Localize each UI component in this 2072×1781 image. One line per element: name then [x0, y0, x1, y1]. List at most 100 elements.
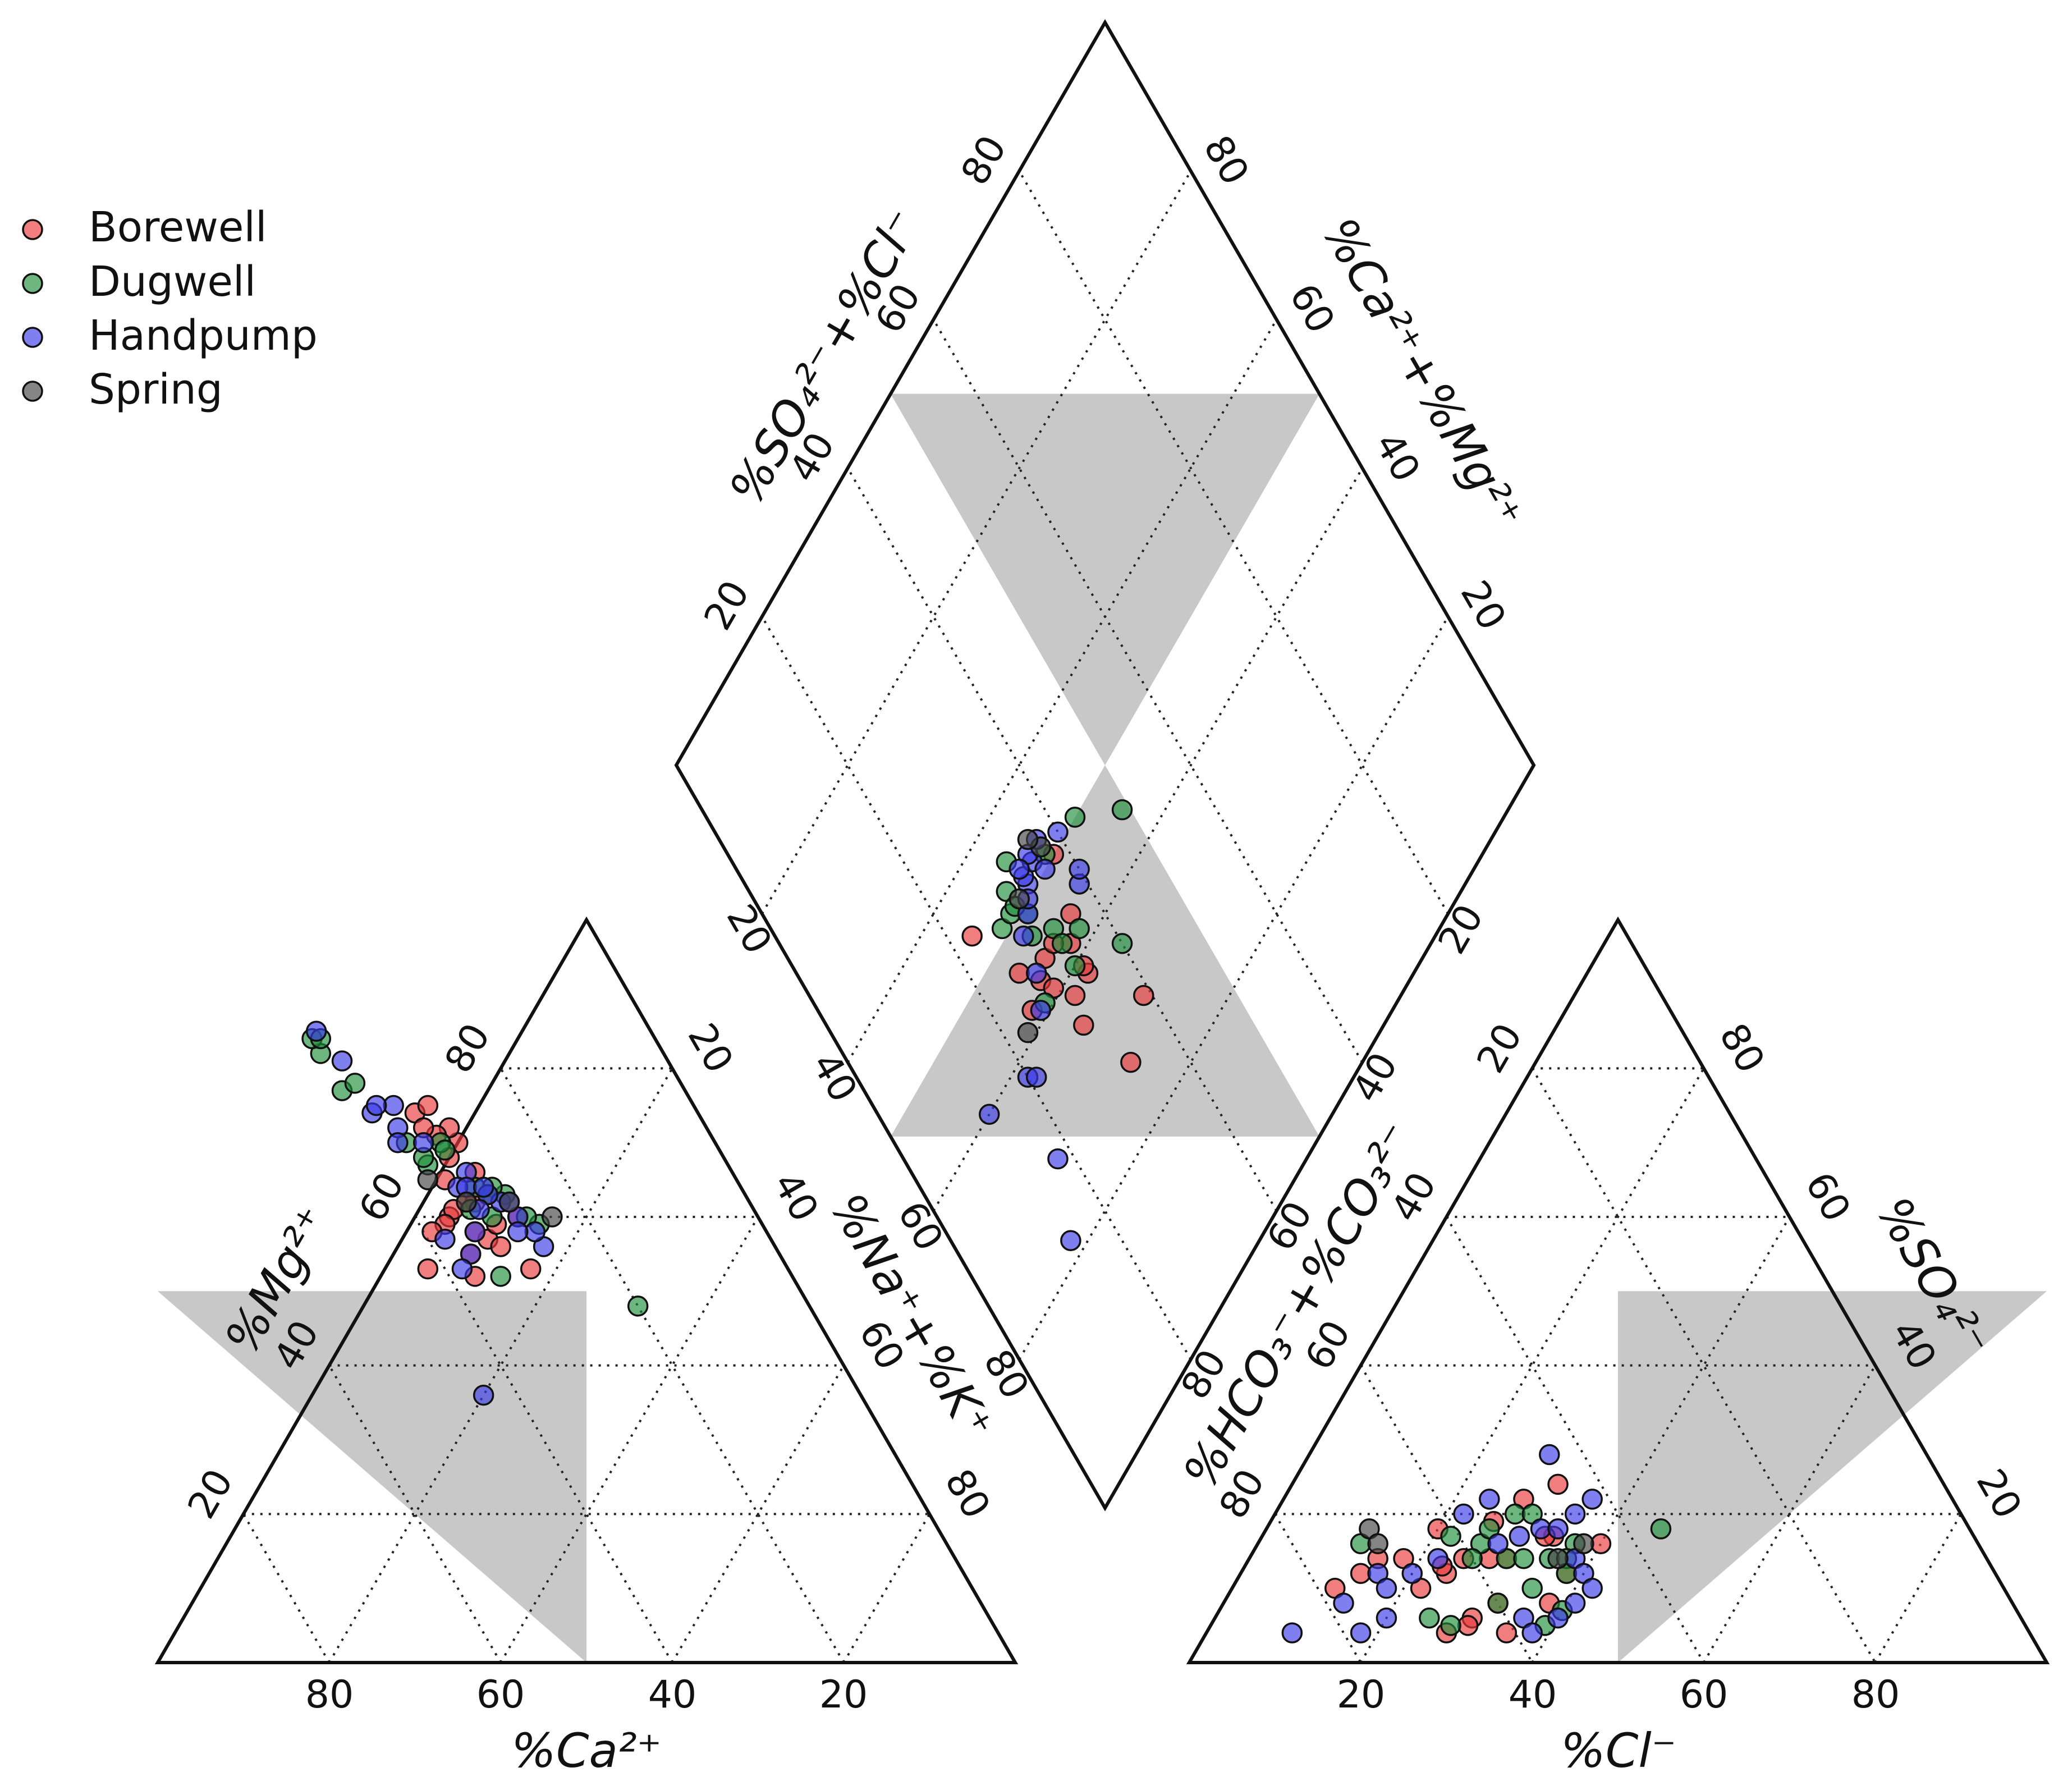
anion-point-handpump — [1581, 1577, 1603, 1599]
anion-point-handpump — [1547, 1518, 1569, 1540]
legend-entry-handpump: Handpump — [22, 312, 318, 360]
anion-point-handpump — [1453, 1503, 1474, 1525]
anion-grid-line — [1874, 1513, 1962, 1663]
anion-bottom-tick-60: 60 — [1680, 1673, 1729, 1717]
cation-bottom-tick-80: 80 — [305, 1673, 354, 1717]
legend-marker-borewell — [22, 219, 43, 240]
diamond-point-borewell — [961, 925, 983, 947]
cation-left-tick-80: 80 — [437, 1017, 499, 1080]
diamond-point-borewell — [1120, 1051, 1142, 1073]
cation-point-handpump — [507, 1221, 529, 1243]
anion-point-handpump — [1487, 1533, 1509, 1555]
anion-grid-line — [1274, 1513, 1362, 1663]
diamond-point-handpump — [1034, 858, 1056, 880]
diamond-point-dugwell — [1064, 955, 1086, 977]
legend-entry-borewell: Borewell — [22, 203, 267, 251]
anion-point-dugwell — [1521, 1577, 1543, 1599]
cation-right-tick-40: 40 — [764, 1165, 827, 1229]
cation-point-handpump — [387, 1132, 409, 1153]
anion-bottom-tick-20: 20 — [1337, 1673, 1386, 1717]
cation-point-handpump — [451, 1258, 473, 1280]
diamond-upper-right-axis-label: %Ca²⁺+%Mg²⁺ — [1312, 209, 1534, 539]
diamond-upper-right-tick-20: 20 — [1452, 574, 1515, 638]
diamond-point-handpump — [1026, 1066, 1047, 1088]
anion-point-handpump — [1539, 1444, 1560, 1466]
cation-right-tick-80: 80 — [936, 1462, 999, 1526]
anion-point-handpump — [1401, 1563, 1423, 1584]
legend-marker-dugwell — [22, 273, 43, 294]
cation-point-handpump — [305, 1020, 327, 1042]
cation-point-borewell — [417, 1095, 439, 1116]
diamond-point-handpump — [1069, 858, 1090, 880]
anion-triangle-frame — [1186, 916, 2050, 1664]
diamond-center-link — [891, 393, 1319, 766]
anion-point-dugwell — [1487, 1592, 1509, 1614]
anion-shaded-region — [1618, 1291, 2047, 1663]
anion-point-handpump — [1509, 1526, 1530, 1547]
anion-point-borewell — [1496, 1622, 1518, 1643]
cation-point-handpump — [365, 1095, 387, 1116]
anion-right-tick-60: 60 — [1796, 1165, 1859, 1229]
cation-grid-line — [414, 1216, 673, 1663]
cation-left-tick-60: 60 — [351, 1165, 414, 1229]
anion-point-handpump — [1581, 1489, 1603, 1510]
diamond-point-handpump — [1013, 925, 1034, 947]
cation-point-handpump — [473, 1176, 494, 1198]
diamond-point-dugwell — [1069, 918, 1090, 940]
cation-bottom-tick-20: 20 — [819, 1673, 868, 1717]
cation-point-handpump — [473, 1384, 494, 1406]
cation-bottom-tick-60: 60 — [476, 1673, 525, 1717]
anion-point-dugwell — [1440, 1526, 1461, 1547]
diamond-point-handpump — [1060, 1230, 1081, 1251]
diamond-point-handpump — [1026, 963, 1047, 984]
cation-point-spring — [542, 1206, 563, 1228]
legend-entry-spring: Spring — [22, 365, 223, 414]
diamond-point-handpump — [1009, 858, 1030, 880]
diamond-point-borewell — [1073, 1014, 1094, 1036]
diamond-point-borewell — [1133, 985, 1154, 1006]
cation-bottom-tick-40: 40 — [648, 1673, 697, 1717]
diamond-upper-right-tick-60: 60 — [1281, 277, 1344, 341]
anion-point-handpump — [1521, 1622, 1543, 1643]
diamond-point-dugwell — [1051, 933, 1073, 954]
diamond-upper-right-tick-80: 80 — [1195, 129, 1258, 193]
diagram-frames — [154, 19, 2050, 1664]
cation-point-borewell — [417, 1258, 439, 1280]
diamond-point-spring — [1017, 1022, 1039, 1043]
data-points — [301, 799, 1672, 1643]
cation-point-borewell — [520, 1258, 542, 1280]
legend-entry-dugwell: Dugwell — [22, 258, 256, 306]
cation-grid-line — [499, 1216, 759, 1663]
cation-bottom-axis-label: %Ca²⁺ — [511, 1723, 662, 1778]
anion-point-handpump — [1333, 1592, 1354, 1614]
diamond-point-borewell — [1064, 985, 1086, 1006]
diamond-frame — [674, 19, 1536, 1512]
cation-left-tick-20: 20 — [180, 1462, 242, 1526]
anion-point-handpump — [1350, 1622, 1372, 1643]
cation-point-dugwell — [344, 1073, 366, 1094]
cation-grid-line — [842, 1513, 930, 1663]
diamond-upper-left-tick-20: 20 — [696, 574, 759, 638]
anion-point-borewell — [1547, 1473, 1569, 1495]
anion-left-tick-20: 20 — [1469, 1017, 1532, 1080]
diamond-point-handpump — [1047, 1148, 1069, 1170]
cation-point-dugwell — [627, 1295, 649, 1317]
diamond-upper-left-tick-80: 80 — [953, 129, 1016, 193]
legend-marker-spring — [22, 381, 43, 402]
diamond-lower-left-tick-40: 40 — [803, 1046, 866, 1110]
cation-point-spring — [456, 1191, 477, 1213]
anion-bottom-axis-label: %Cl⁻ — [1561, 1723, 1676, 1778]
cation-point-spring — [498, 1191, 520, 1213]
anion-point-handpump — [1479, 1489, 1500, 1510]
diamond-lower-left-tick-20: 20 — [718, 898, 781, 962]
diamond-point-handpump — [1030, 1000, 1052, 1021]
diamond-upper-right-tick-40: 40 — [1366, 425, 1429, 489]
anion-right-tick-80: 80 — [1711, 1017, 1773, 1080]
anion-grid-line — [1445, 1216, 1705, 1664]
cation-grid-line — [242, 1513, 331, 1663]
cation-point-dugwell — [490, 1266, 511, 1287]
diamond-point-dugwell — [1111, 933, 1133, 954]
diamond-point-dugwell — [1111, 799, 1133, 821]
anion-point-spring — [1547, 1547, 1569, 1569]
